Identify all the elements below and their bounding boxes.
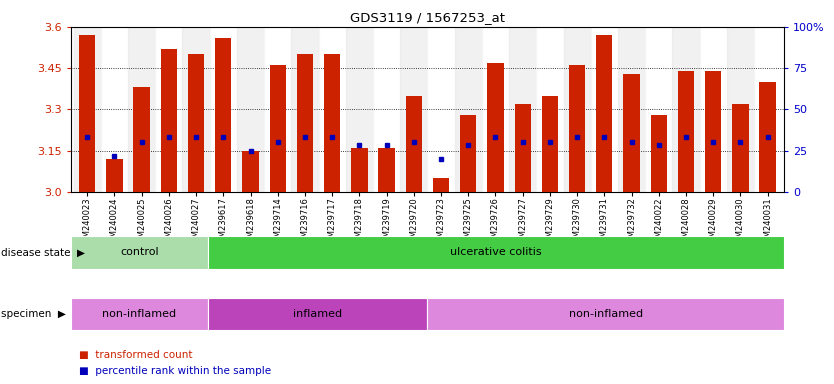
- Bar: [183, 27, 209, 192]
- Bar: [71, 298, 208, 330]
- Bar: [208, 298, 427, 330]
- Bar: [487, 63, 504, 192]
- Bar: [760, 82, 776, 192]
- Bar: [188, 55, 204, 192]
- Text: disease state  ▶: disease state ▶: [1, 247, 85, 258]
- Bar: [128, 27, 155, 192]
- Bar: [515, 104, 531, 192]
- Bar: [269, 65, 286, 192]
- Bar: [71, 236, 208, 269]
- Bar: [209, 27, 237, 192]
- Bar: [324, 55, 340, 192]
- Bar: [351, 148, 368, 192]
- Bar: [208, 236, 784, 269]
- Bar: [73, 27, 101, 192]
- Text: ulcerative colitis: ulcerative colitis: [450, 247, 542, 258]
- Bar: [509, 27, 536, 192]
- Text: non-inflamed: non-inflamed: [103, 309, 177, 319]
- Bar: [297, 55, 313, 192]
- Bar: [590, 27, 618, 192]
- Text: inflamed: inflamed: [294, 309, 342, 319]
- Bar: [133, 88, 150, 192]
- Bar: [754, 27, 781, 192]
- Text: non-inflamed: non-inflamed: [569, 309, 643, 319]
- Bar: [346, 27, 373, 192]
- Bar: [618, 27, 646, 192]
- Bar: [672, 27, 700, 192]
- Bar: [79, 35, 95, 192]
- Bar: [455, 27, 482, 192]
- Bar: [427, 27, 455, 192]
- Bar: [243, 151, 259, 192]
- Bar: [155, 27, 183, 192]
- Bar: [433, 178, 450, 192]
- Bar: [542, 96, 558, 192]
- Text: ■  transformed count: ■ transformed count: [79, 350, 193, 360]
- Bar: [678, 71, 694, 192]
- Bar: [101, 27, 128, 192]
- Bar: [646, 27, 672, 192]
- Bar: [623, 74, 640, 192]
- Bar: [161, 49, 177, 192]
- Bar: [264, 27, 291, 192]
- Bar: [215, 38, 232, 192]
- Bar: [700, 27, 726, 192]
- Text: control: control: [120, 247, 158, 258]
- Bar: [536, 27, 564, 192]
- Bar: [564, 27, 590, 192]
- Bar: [405, 96, 422, 192]
- Text: ■  percentile rank within the sample: ■ percentile rank within the sample: [79, 366, 271, 376]
- Bar: [460, 115, 476, 192]
- Bar: [106, 159, 123, 192]
- Bar: [651, 115, 667, 192]
- Text: specimen  ▶: specimen ▶: [1, 309, 66, 319]
- Bar: [482, 27, 509, 192]
- Bar: [732, 104, 749, 192]
- Bar: [726, 27, 754, 192]
- Bar: [569, 65, 585, 192]
- Bar: [237, 27, 264, 192]
- Bar: [705, 71, 721, 192]
- Bar: [596, 35, 612, 192]
- Bar: [319, 27, 346, 192]
- Bar: [291, 27, 319, 192]
- Bar: [400, 27, 427, 192]
- Bar: [379, 148, 394, 192]
- Bar: [373, 27, 400, 192]
- Bar: [427, 298, 784, 330]
- Title: GDS3119 / 1567253_at: GDS3119 / 1567253_at: [350, 11, 505, 24]
